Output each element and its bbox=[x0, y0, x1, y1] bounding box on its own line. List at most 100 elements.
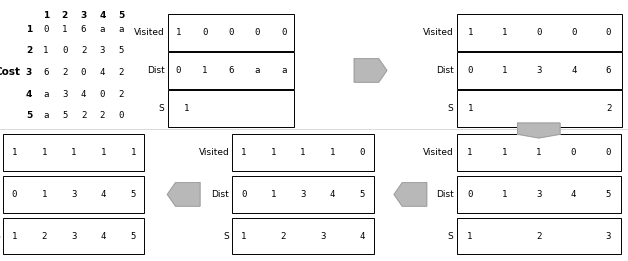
Text: 1: 1 bbox=[71, 148, 77, 157]
Text: 2: 2 bbox=[26, 46, 32, 55]
Text: 0: 0 bbox=[62, 46, 67, 55]
Text: 0: 0 bbox=[605, 148, 610, 157]
FancyBboxPatch shape bbox=[3, 176, 144, 213]
Text: 1: 1 bbox=[100, 148, 106, 157]
Text: 3: 3 bbox=[605, 232, 610, 241]
Text: a: a bbox=[43, 111, 48, 120]
FancyBboxPatch shape bbox=[457, 176, 621, 213]
Text: a: a bbox=[119, 25, 124, 34]
Text: 0: 0 bbox=[100, 90, 105, 99]
Text: 1: 1 bbox=[468, 28, 473, 37]
Text: 4: 4 bbox=[571, 66, 577, 75]
Polygon shape bbox=[517, 123, 560, 138]
Text: 4: 4 bbox=[571, 190, 576, 199]
FancyBboxPatch shape bbox=[168, 14, 294, 51]
Text: S: S bbox=[224, 232, 229, 241]
Text: 2: 2 bbox=[41, 232, 47, 241]
Text: Visited: Visited bbox=[423, 28, 453, 37]
Text: 1: 1 bbox=[467, 232, 472, 241]
Text: a: a bbox=[100, 25, 105, 34]
Text: 4: 4 bbox=[100, 232, 106, 241]
Text: 1: 1 bbox=[502, 148, 507, 157]
Text: 3: 3 bbox=[71, 190, 77, 199]
Text: 3: 3 bbox=[100, 46, 105, 55]
FancyBboxPatch shape bbox=[168, 52, 294, 89]
Text: 0: 0 bbox=[176, 66, 181, 75]
Text: 2: 2 bbox=[119, 90, 124, 99]
Text: a: a bbox=[43, 90, 48, 99]
Text: 0: 0 bbox=[360, 148, 365, 157]
Text: 2: 2 bbox=[62, 68, 67, 77]
Text: 1: 1 bbox=[502, 190, 507, 199]
Text: 1: 1 bbox=[62, 25, 67, 34]
Text: 1: 1 bbox=[26, 25, 32, 34]
Text: 3: 3 bbox=[300, 190, 306, 199]
FancyBboxPatch shape bbox=[457, 134, 621, 171]
Text: 2: 2 bbox=[100, 111, 105, 120]
Text: 4: 4 bbox=[100, 68, 105, 77]
Text: 4: 4 bbox=[81, 90, 86, 99]
Text: 1: 1 bbox=[202, 66, 207, 75]
FancyBboxPatch shape bbox=[3, 218, 144, 254]
Text: 1: 1 bbox=[467, 148, 472, 157]
Text: S: S bbox=[448, 232, 453, 241]
Text: 3: 3 bbox=[537, 66, 542, 75]
Text: 1: 1 bbox=[176, 28, 181, 37]
Text: Visited: Visited bbox=[198, 148, 229, 157]
Text: 0: 0 bbox=[241, 190, 246, 199]
Text: a: a bbox=[281, 66, 286, 75]
FancyBboxPatch shape bbox=[457, 52, 622, 89]
Text: 0: 0 bbox=[537, 28, 542, 37]
Polygon shape bbox=[394, 183, 427, 206]
Text: 0: 0 bbox=[468, 66, 473, 75]
Text: 5: 5 bbox=[131, 232, 136, 241]
Text: 5: 5 bbox=[605, 190, 610, 199]
Text: 2: 2 bbox=[606, 104, 611, 113]
Text: Dist: Dist bbox=[147, 66, 165, 75]
Text: 2: 2 bbox=[281, 232, 286, 241]
FancyBboxPatch shape bbox=[232, 176, 374, 213]
Text: 1: 1 bbox=[536, 148, 541, 157]
Text: 3: 3 bbox=[62, 90, 67, 99]
Text: 0: 0 bbox=[281, 28, 286, 37]
Polygon shape bbox=[167, 183, 200, 206]
Text: 1: 1 bbox=[502, 28, 507, 37]
Text: 1: 1 bbox=[43, 46, 48, 55]
Text: 3: 3 bbox=[71, 232, 77, 241]
Text: 5: 5 bbox=[131, 190, 136, 199]
Text: 4: 4 bbox=[360, 232, 365, 241]
Text: 6: 6 bbox=[81, 25, 86, 34]
Text: 3: 3 bbox=[80, 11, 87, 20]
Text: a: a bbox=[255, 66, 260, 75]
Text: 1: 1 bbox=[330, 148, 335, 157]
Text: Dist: Dist bbox=[436, 66, 453, 75]
Text: 5: 5 bbox=[360, 190, 365, 199]
Text: 4: 4 bbox=[100, 190, 106, 199]
Text: S: S bbox=[159, 104, 165, 113]
Text: Cost: Cost bbox=[0, 67, 21, 78]
Text: 1: 1 bbox=[502, 66, 507, 75]
Text: 2: 2 bbox=[81, 46, 86, 55]
Text: 1: 1 bbox=[300, 148, 306, 157]
Text: 1: 1 bbox=[271, 190, 276, 199]
Text: 1: 1 bbox=[12, 148, 17, 157]
FancyBboxPatch shape bbox=[168, 90, 294, 127]
Text: 5: 5 bbox=[118, 11, 124, 20]
Text: 4: 4 bbox=[26, 90, 32, 99]
FancyBboxPatch shape bbox=[457, 90, 622, 127]
Text: 0: 0 bbox=[255, 28, 260, 37]
FancyBboxPatch shape bbox=[232, 134, 374, 171]
Text: 6: 6 bbox=[229, 66, 234, 75]
Text: 5: 5 bbox=[119, 46, 124, 55]
Text: 1: 1 bbox=[43, 11, 49, 20]
Text: 2: 2 bbox=[62, 11, 68, 20]
Text: Visited: Visited bbox=[134, 28, 165, 37]
Text: 0: 0 bbox=[202, 28, 207, 37]
Text: 3: 3 bbox=[536, 190, 541, 199]
Text: Dist: Dist bbox=[436, 190, 453, 199]
FancyBboxPatch shape bbox=[457, 218, 621, 254]
Text: 6: 6 bbox=[43, 68, 48, 77]
Text: 0: 0 bbox=[43, 25, 48, 34]
Text: 1: 1 bbox=[241, 148, 246, 157]
Text: 0: 0 bbox=[119, 111, 124, 120]
